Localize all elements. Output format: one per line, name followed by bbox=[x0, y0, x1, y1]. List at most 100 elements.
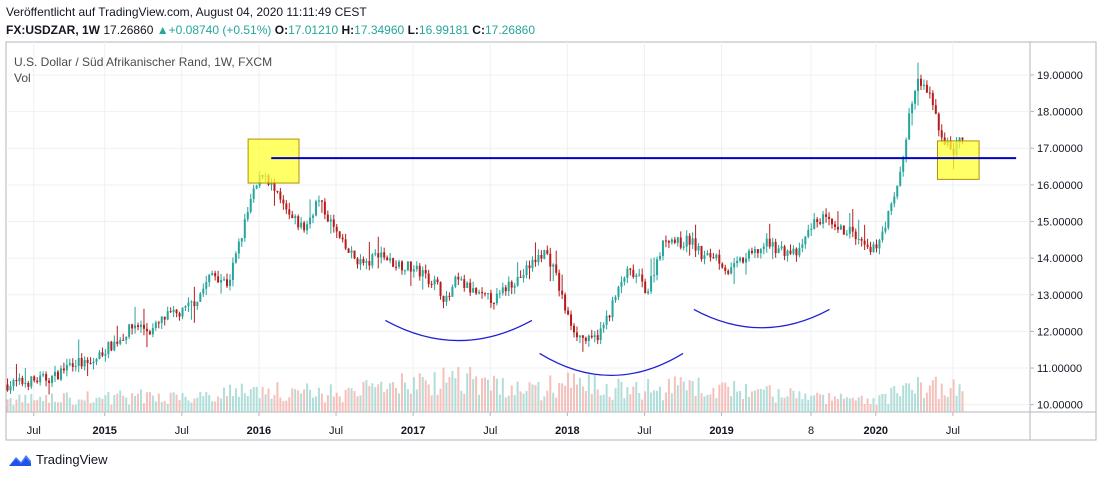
volume-bar bbox=[694, 395, 697, 412]
candle-body bbox=[400, 261, 403, 271]
volume-bar bbox=[335, 392, 338, 412]
volume-bar bbox=[902, 385, 905, 412]
candle-body bbox=[169, 311, 172, 313]
candle-body bbox=[119, 339, 122, 344]
volume-bar bbox=[664, 392, 667, 412]
candle-body bbox=[549, 253, 552, 267]
volume-bar bbox=[463, 393, 466, 412]
volume-bar bbox=[756, 389, 759, 412]
volume-bar bbox=[528, 382, 531, 412]
volume-bar bbox=[534, 385, 537, 412]
volume-bar bbox=[211, 401, 214, 412]
volume-bar bbox=[857, 397, 860, 412]
candle-body bbox=[715, 254, 718, 259]
volume-bar bbox=[629, 394, 632, 412]
candle-body bbox=[925, 84, 928, 93]
volume-bar bbox=[558, 382, 561, 412]
volume-bar bbox=[842, 398, 845, 412]
candle-body bbox=[522, 274, 525, 278]
candle-body bbox=[851, 226, 854, 232]
candle-body bbox=[908, 113, 911, 140]
candle-body bbox=[617, 286, 620, 297]
candle-body bbox=[614, 296, 617, 301]
volume-bar bbox=[593, 375, 596, 412]
candle-body bbox=[285, 203, 288, 210]
candle-body bbox=[750, 250, 753, 253]
candle-body bbox=[86, 360, 89, 363]
candle-body bbox=[409, 261, 412, 272]
volume-bar bbox=[383, 392, 386, 412]
candle-body bbox=[664, 240, 667, 242]
candle-body bbox=[39, 375, 42, 383]
candle-body bbox=[110, 341, 113, 351]
candle-body bbox=[148, 331, 151, 335]
candle-body bbox=[332, 219, 335, 227]
tradingview-brand[interactable]: TradingView bbox=[36, 452, 108, 467]
candle-body bbox=[516, 276, 519, 286]
candle-body bbox=[730, 267, 733, 274]
candle-body bbox=[813, 219, 816, 229]
volume-bar bbox=[430, 395, 433, 412]
volume-bar bbox=[691, 381, 694, 412]
price-tick-label: 13.00000 bbox=[1037, 290, 1083, 302]
volume-bar bbox=[730, 396, 733, 412]
candle-body bbox=[451, 286, 454, 297]
candle-body bbox=[570, 314, 573, 326]
candle-body bbox=[863, 240, 866, 245]
candle-body bbox=[9, 386, 12, 391]
volume-bar bbox=[709, 394, 712, 412]
candle-body bbox=[389, 258, 392, 261]
candle-body bbox=[647, 291, 650, 294]
volume-bar bbox=[142, 403, 145, 412]
volume-bar bbox=[484, 377, 487, 412]
volume-bar bbox=[801, 399, 804, 412]
candle-body bbox=[691, 238, 694, 245]
volume-bar bbox=[279, 397, 282, 412]
candle-body bbox=[45, 373, 48, 381]
volume-bar bbox=[931, 380, 934, 412]
volume-bar bbox=[504, 397, 507, 412]
candle-body bbox=[807, 229, 810, 237]
volume-bar bbox=[475, 376, 478, 412]
price-tick-label: 15.00000 bbox=[1037, 217, 1083, 229]
candle-body bbox=[896, 185, 899, 197]
volume-bar bbox=[424, 380, 427, 412]
candle-body bbox=[498, 293, 501, 295]
volume-bar bbox=[309, 389, 312, 412]
candle-body bbox=[881, 231, 884, 241]
volume-bar bbox=[792, 390, 795, 412]
candle-body bbox=[42, 373, 45, 376]
candle-body bbox=[798, 247, 801, 256]
time-axis[interactable]: Jul 2015 Jul 2016 Jul 2017 Jul 2018 Jul 2019 8 2020… bbox=[27, 412, 960, 437]
volume-bar bbox=[744, 383, 748, 412]
volume-bar bbox=[323, 402, 326, 412]
candle-body bbox=[27, 382, 30, 387]
candle-body bbox=[353, 250, 356, 259]
candle-body bbox=[578, 335, 581, 338]
candle-body bbox=[338, 231, 341, 238]
volume-bar bbox=[798, 391, 801, 412]
symbol-label[interactable]: FX:USDZAR, 1W bbox=[6, 23, 100, 37]
candle-body bbox=[255, 185, 258, 189]
candle-body bbox=[484, 293, 487, 295]
volume-bar bbox=[225, 396, 229, 412]
candle-body bbox=[845, 233, 848, 235]
volume-bar bbox=[513, 395, 516, 412]
candle-body bbox=[371, 254, 374, 266]
volume-bar bbox=[252, 387, 255, 412]
time-tick-label: Jul bbox=[175, 425, 189, 437]
volume-bar bbox=[116, 393, 119, 412]
volume-bar bbox=[567, 372, 570, 412]
candle-body bbox=[697, 245, 700, 251]
candle-body bbox=[739, 257, 742, 261]
candle-body bbox=[163, 316, 166, 320]
tradingview-logo-icon bbox=[9, 454, 31, 466]
candle-body bbox=[919, 78, 922, 86]
candle-body bbox=[211, 273, 214, 275]
volume-bar bbox=[68, 397, 71, 412]
price-axis[interactable]: 19.00000 18.00000 17.00000 16.00000 15.00000… bbox=[1030, 70, 1083, 412]
candle-body bbox=[33, 376, 36, 381]
candle-body bbox=[875, 244, 878, 249]
candle-body bbox=[833, 224, 836, 227]
